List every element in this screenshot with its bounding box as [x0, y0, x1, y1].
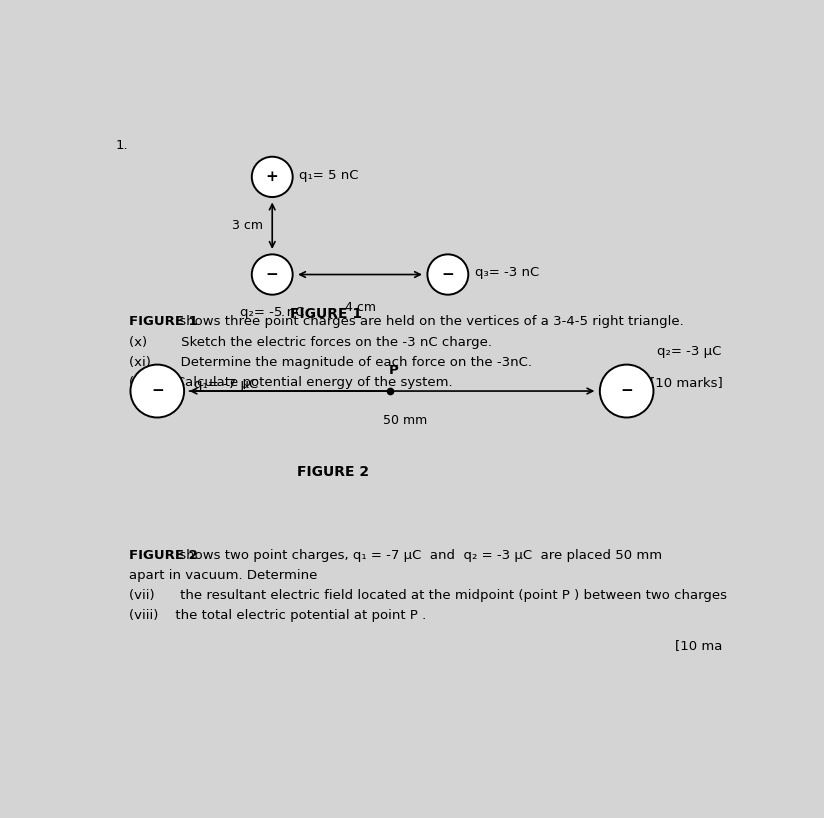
Text: q₂= -3 μC: q₂= -3 μC	[657, 345, 721, 358]
Text: (x)        Sketch the electric forces on the -3 nC charge.: (x) Sketch the electric forces on the -3…	[129, 335, 492, 348]
Text: −: −	[442, 267, 454, 281]
Text: 50 mm: 50 mm	[382, 415, 427, 427]
Text: apart in vacuum. Determine: apart in vacuum. Determine	[129, 569, 317, 582]
Text: 1.: 1.	[115, 139, 129, 152]
Text: q₁= -7 μC: q₁= -7 μC	[194, 378, 258, 391]
Circle shape	[252, 254, 293, 294]
Text: FIGURE 1: FIGURE 1	[129, 316, 197, 329]
Text: [10 ma: [10 ma	[675, 639, 723, 652]
Circle shape	[600, 365, 653, 417]
Text: shows three point charges are held on the vertices of a 3-4-5 right triangle.: shows three point charges are held on th…	[175, 316, 683, 329]
Text: P: P	[389, 364, 399, 377]
Text: q₂= -5 nC: q₂= -5 nC	[240, 306, 304, 319]
Text: FIGURE 1: FIGURE 1	[290, 308, 363, 321]
Text: 3 cm: 3 cm	[232, 219, 263, 232]
Text: (xi)       Determine the magnitude of each force on the -3nC.: (xi) Determine the magnitude of each for…	[129, 356, 531, 369]
Text: −: −	[151, 384, 164, 398]
Text: (xii)     Calculate potential energy of the system.: (xii) Calculate potential energy of the …	[129, 376, 452, 389]
Text: FIGURE 2: FIGURE 2	[297, 465, 369, 479]
Circle shape	[252, 157, 293, 197]
Circle shape	[428, 254, 468, 294]
Text: shows two point charges, q₁ = -7 μC  and  q₂ = -3 μC  are placed 50 mm: shows two point charges, q₁ = -7 μC and …	[175, 549, 662, 561]
Text: (viii)    the total electric potential at point P .: (viii) the total electric potential at p…	[129, 609, 426, 622]
Text: q₁= 5 nC: q₁= 5 nC	[299, 169, 358, 182]
Text: (vii)      the resultant electric field located at the midpoint (point P ) betwe: (vii) the resultant electric field locat…	[129, 589, 727, 602]
Circle shape	[130, 365, 184, 417]
Text: [10 marks]: [10 marks]	[649, 376, 723, 389]
Text: 4 cm: 4 cm	[344, 301, 376, 314]
Text: +: +	[266, 170, 279, 184]
Text: −: −	[620, 384, 633, 398]
Text: q₃= -3 nC: q₃= -3 nC	[475, 266, 539, 279]
Text: FIGURE 2: FIGURE 2	[129, 549, 197, 561]
Text: −: −	[266, 267, 279, 281]
